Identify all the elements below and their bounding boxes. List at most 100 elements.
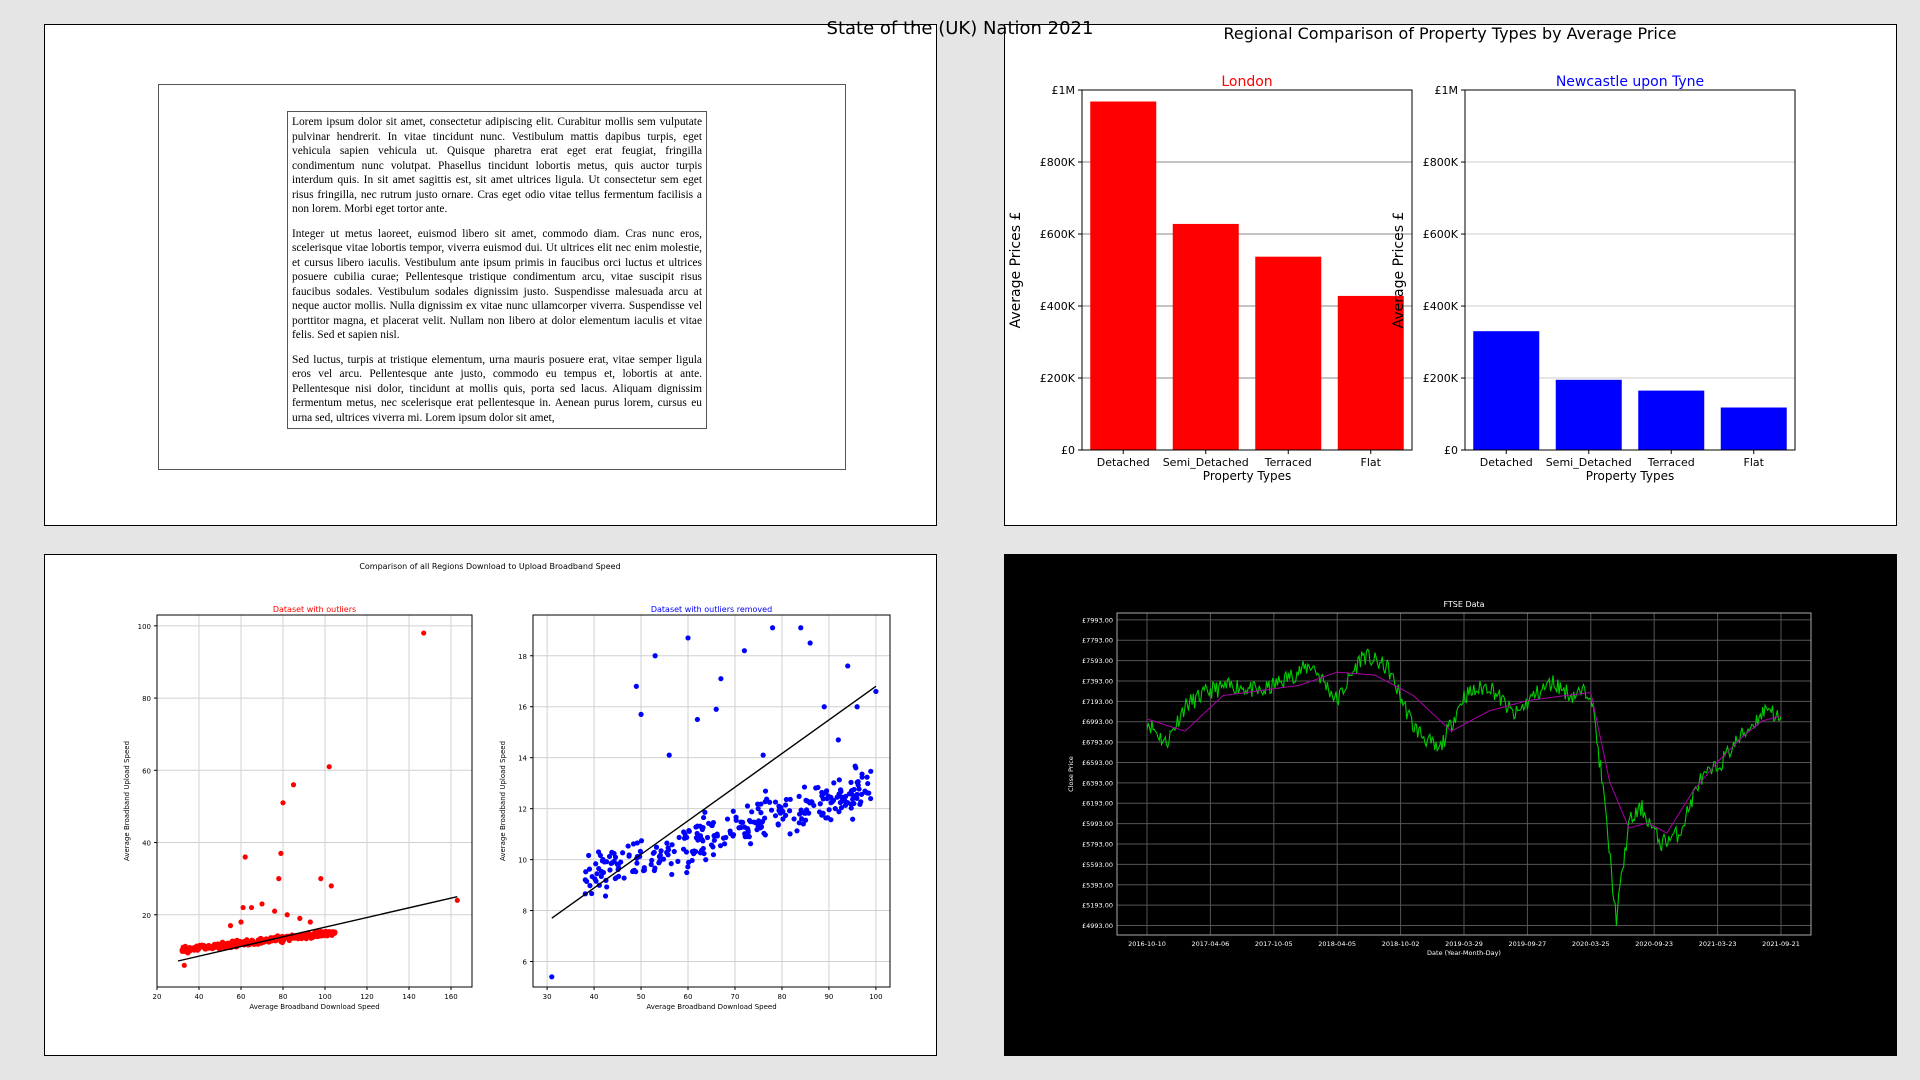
plot-frame (1464, 89, 1796, 451)
y-tick-label: £1M (1435, 84, 1459, 97)
plot-frame (1081, 89, 1413, 451)
data-point (279, 939, 286, 946)
data-point (753, 820, 759, 826)
x-tick-label: 60 (684, 993, 693, 1001)
y-tick-label: £600K (1040, 228, 1076, 241)
data-point (717, 843, 724, 849)
data-point (755, 806, 761, 812)
x-axis-label: Date (Year-Month-Day) (1427, 949, 1501, 957)
data-point (864, 774, 870, 780)
x-tick-label: Detached (1097, 456, 1150, 469)
data-point (838, 805, 845, 811)
y-tick-label: £800K (1040, 156, 1076, 169)
data-point (769, 625, 776, 631)
data-point (791, 816, 797, 822)
data-point (248, 904, 255, 911)
data-point (666, 752, 672, 758)
data-point (598, 873, 604, 879)
data-point (787, 796, 793, 802)
data-point (775, 822, 781, 828)
y-tick-label: £1M (1052, 84, 1076, 97)
scatter-subplot: Dataset with outliers removed 30 40 50 60 70 8… (499, 605, 891, 1011)
data-point (721, 841, 728, 847)
x-tick-label: 80 (777, 993, 786, 1001)
data-point (704, 834, 711, 841)
data-point (593, 861, 599, 867)
data-point (328, 883, 334, 889)
data-point (454, 897, 460, 903)
data-point (648, 861, 654, 868)
data-point (714, 831, 720, 837)
data-point (589, 890, 595, 897)
y-axis-label: Close Price (1067, 756, 1075, 792)
data-point (276, 876, 282, 882)
data-point (633, 683, 639, 689)
data-point (664, 840, 670, 846)
data-point (656, 858, 663, 865)
data-point (658, 848, 664, 854)
data-point (744, 803, 751, 809)
bar (1090, 101, 1157, 451)
document-page[interactable]: Lorem ipsum dolor sit amet, consectetur … (287, 111, 707, 429)
property-price-chart: Regional Comparison of Property Types by… (1008, 25, 1796, 483)
data-point (718, 676, 724, 682)
data-point (796, 793, 802, 799)
data-point (693, 835, 699, 841)
data-point (730, 808, 736, 814)
subplot-title: Dataset with outliers removed (651, 605, 772, 614)
document-frame: Lorem ipsum dolor sit amet, consectetur … (158, 84, 846, 470)
ftse-chart: FTSE Data £4993.00 £5193.00 £5393.00 £5593.0… (1067, 600, 1812, 957)
data-point (852, 763, 858, 769)
data-point (820, 810, 826, 816)
y-tick-label: £7793.00 (1082, 637, 1113, 645)
y-tick-label: £200K (1423, 372, 1459, 385)
data-point (587, 883, 593, 889)
data-point (187, 948, 193, 954)
data-point (615, 866, 621, 873)
data-point (683, 849, 690, 855)
x-tick-label: Terraced (1264, 456, 1312, 469)
y-tick-label: £800K (1423, 156, 1459, 169)
data-point (713, 706, 719, 712)
data-point (685, 864, 691, 870)
data-point (621, 875, 627, 881)
data-point (741, 824, 748, 830)
data-point (803, 817, 809, 823)
data-point (592, 876, 598, 882)
data-point (745, 828, 751, 834)
data-point (859, 771, 865, 777)
x-tick-label: 2017-04-06 (1192, 940, 1230, 948)
data-point (638, 711, 644, 717)
x-tick-label: 2018-10-02 (1382, 940, 1420, 948)
data-point (595, 849, 602, 855)
document-panel: Lorem ipsum dolor sit amet, consectetur … (44, 24, 937, 526)
x-tick-label: 20 (153, 993, 162, 1001)
data-point (787, 831, 793, 837)
x-tick-label: 120 (360, 993, 373, 1001)
data-point (665, 852, 671, 858)
data-point (854, 704, 860, 710)
y-tick-label: £7193.00 (1082, 698, 1113, 706)
y-tick-label: 10 (518, 857, 527, 865)
close-price-line (1146, 648, 1782, 926)
data-point (817, 801, 823, 807)
data-point (609, 860, 616, 866)
data-point (637, 853, 643, 860)
y-tick-label: 6 (523, 959, 528, 967)
y-tick-label: 8 (523, 908, 527, 916)
data-point (612, 875, 618, 882)
bar (1555, 379, 1622, 450)
bar (1255, 256, 1322, 450)
data-point (665, 845, 671, 851)
data-point (733, 814, 739, 820)
y-tick-label: £6193.00 (1082, 800, 1113, 808)
data-point (839, 794, 845, 800)
data-point (711, 837, 717, 843)
data-point (237, 940, 243, 946)
data-point (638, 838, 645, 844)
data-point (231, 942, 237, 948)
data-point (837, 787, 844, 793)
subplot-title: Newcastle upon Tyne (1556, 74, 1704, 90)
bar-subplot: Newcastle upon Tyne £0 £200K £400K £600K £800… (1391, 74, 1796, 483)
data-point (682, 831, 688, 837)
